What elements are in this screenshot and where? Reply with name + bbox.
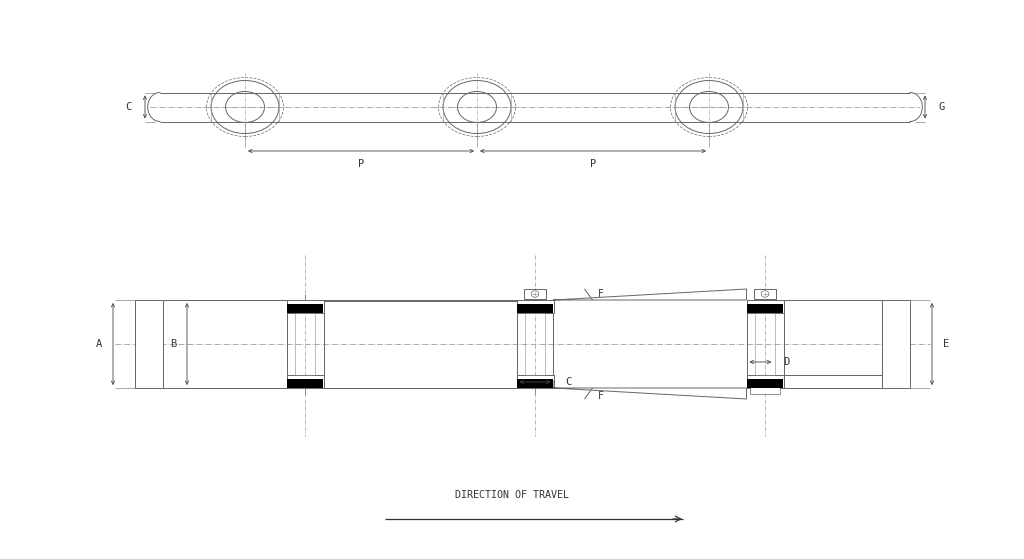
- Bar: [746, 304, 783, 312]
- Bar: [751, 386, 780, 394]
- Bar: [516, 300, 554, 313]
- Text: F: F: [598, 289, 603, 299]
- Text: G: G: [939, 102, 945, 112]
- Bar: [525, 313, 545, 375]
- Bar: [517, 304, 553, 312]
- Text: A: A: [96, 339, 102, 349]
- Text: C: C: [565, 377, 571, 387]
- Text: P: P: [357, 159, 365, 169]
- Bar: [524, 289, 546, 299]
- Bar: [882, 300, 910, 388]
- Text: D: D: [783, 357, 790, 367]
- Bar: [287, 375, 324, 388]
- Bar: [287, 300, 324, 313]
- Bar: [135, 300, 163, 388]
- Bar: [295, 313, 315, 375]
- Text: F: F: [598, 391, 603, 401]
- Bar: [517, 379, 553, 387]
- Bar: [783, 375, 882, 388]
- Bar: [754, 289, 776, 299]
- Text: C: C: [125, 102, 131, 112]
- Text: DIRECTION OF TRAVEL: DIRECTION OF TRAVEL: [455, 490, 569, 500]
- Bar: [287, 304, 323, 312]
- Bar: [516, 375, 554, 388]
- Bar: [746, 375, 783, 388]
- Text: B: B: [170, 339, 176, 349]
- Text: P: P: [590, 159, 596, 169]
- Bar: [746, 379, 783, 387]
- Text: E: E: [943, 339, 949, 349]
- Polygon shape: [554, 289, 746, 300]
- Bar: [783, 375, 882, 388]
- Polygon shape: [554, 388, 746, 399]
- Bar: [755, 313, 775, 375]
- Bar: [287, 379, 323, 387]
- Bar: [746, 300, 783, 313]
